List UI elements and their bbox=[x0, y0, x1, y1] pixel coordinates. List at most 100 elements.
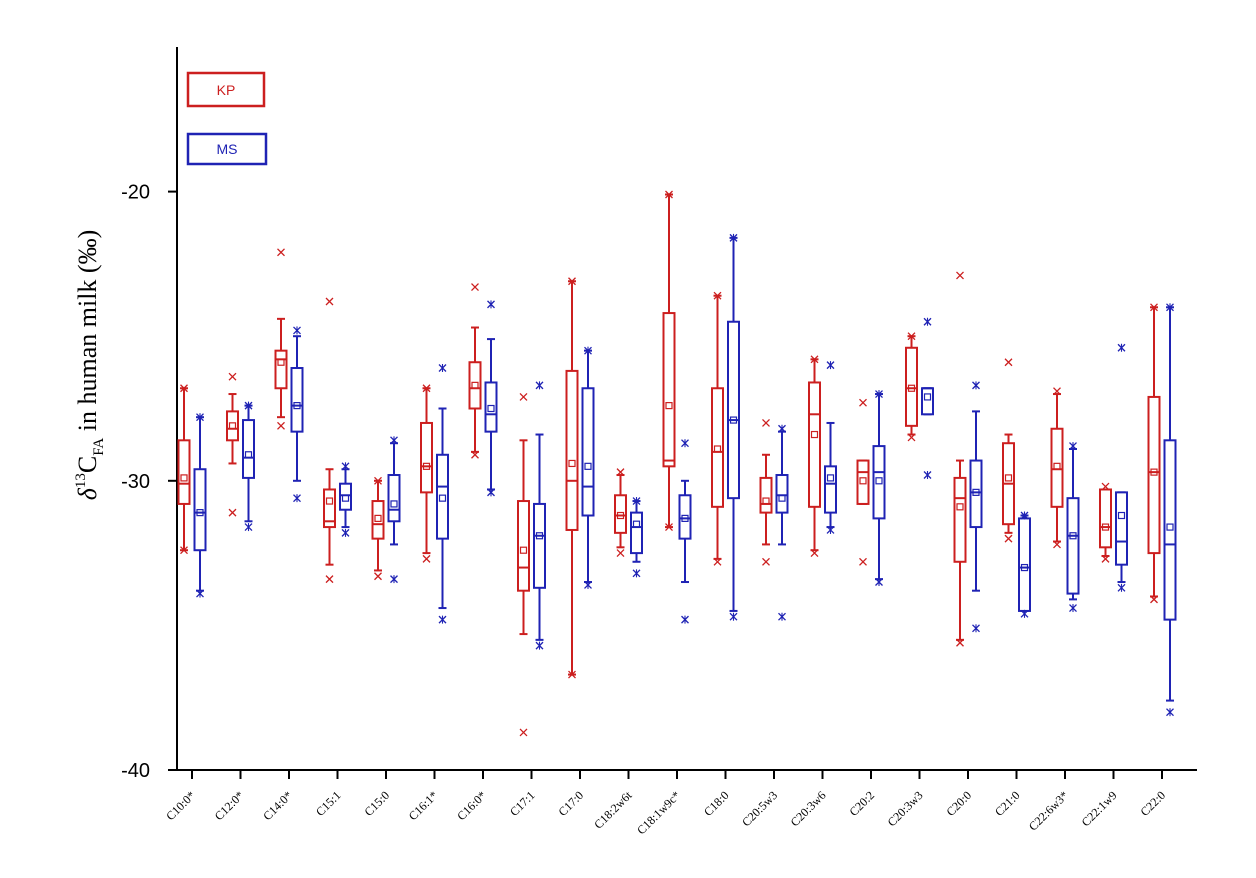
box-ms bbox=[727, 233, 740, 621]
x-tick-label: C18:2w6t bbox=[591, 788, 635, 832]
outlier-marker bbox=[713, 557, 722, 566]
y-tick-label: -40 bbox=[121, 760, 150, 782]
box-iqr bbox=[517, 500, 530, 592]
legend-entry-ms: MS bbox=[186, 132, 268, 166]
mean-marker bbox=[665, 402, 673, 410]
outlier-marker bbox=[616, 549, 625, 558]
box-kp bbox=[808, 355, 821, 558]
box-ms bbox=[1163, 303, 1177, 717]
box-ms bbox=[242, 401, 255, 532]
outlier-marker bbox=[422, 554, 431, 563]
box-iqr bbox=[581, 387, 595, 517]
mean-marker bbox=[616, 511, 625, 520]
box-iqr bbox=[727, 320, 740, 500]
box-kp bbox=[905, 332, 918, 442]
x-tick-label: C20:0 bbox=[943, 788, 974, 819]
legend-swatch-kp bbox=[186, 71, 266, 108]
box-iqr bbox=[242, 419, 255, 479]
box-iqr bbox=[969, 459, 983, 529]
box-kp bbox=[856, 398, 870, 566]
box-iqr bbox=[905, 346, 918, 427]
box-kp bbox=[517, 392, 530, 737]
box-kp bbox=[711, 291, 724, 566]
y-tick-label: -30 bbox=[121, 471, 150, 493]
box-kp bbox=[662, 190, 676, 532]
x-tick-label: C20:5w3 bbox=[739, 788, 780, 829]
mean-marker bbox=[632, 520, 641, 528]
mean-marker bbox=[713, 445, 722, 453]
mean-marker bbox=[826, 474, 835, 482]
outlier-marker bbox=[907, 332, 916, 341]
outlier-marker bbox=[1053, 387, 1061, 396]
mean-marker bbox=[1117, 511, 1126, 520]
mean-marker bbox=[535, 532, 544, 540]
outlier-marker bbox=[277, 421, 285, 430]
legend-label-ms: MS bbox=[217, 141, 238, 157]
outlier-marker bbox=[762, 557, 770, 566]
box-iqr bbox=[484, 381, 498, 433]
outlier-marker bbox=[325, 575, 334, 584]
box-iqr bbox=[1099, 488, 1112, 549]
mean-marker bbox=[810, 430, 819, 439]
outlier-marker bbox=[1150, 595, 1158, 604]
box-kp bbox=[274, 248, 288, 430]
x-tick-label: C22:1w9 bbox=[1079, 788, 1120, 829]
box-iqr bbox=[856, 459, 870, 505]
box-ms bbox=[775, 424, 789, 621]
outlier-marker bbox=[180, 384, 188, 393]
outlier-marker bbox=[1004, 534, 1013, 543]
mean-marker bbox=[374, 514, 382, 522]
outlier-marker bbox=[422, 384, 431, 393]
box-ms bbox=[484, 300, 498, 497]
outlier-marker bbox=[665, 190, 673, 199]
series-ms bbox=[193, 233, 1177, 717]
legend-swatch-ms bbox=[186, 132, 268, 166]
box-iqr bbox=[711, 387, 724, 508]
box-iqr bbox=[339, 482, 352, 511]
mean-marker bbox=[438, 494, 447, 502]
mean-marker bbox=[729, 416, 738, 424]
outlier-marker bbox=[1101, 554, 1110, 563]
x-tick-label: C10:0* bbox=[163, 788, 198, 823]
mean-marker bbox=[244, 451, 253, 459]
box-iqr bbox=[1115, 491, 1128, 566]
outlier-marker bbox=[1053, 540, 1061, 549]
outlier-marker bbox=[616, 468, 625, 477]
box-iqr bbox=[614, 494, 627, 534]
legend-label-kp: KP bbox=[217, 82, 236, 98]
box-kp bbox=[323, 297, 336, 584]
x-tick-label: C15:0 bbox=[361, 788, 392, 819]
mean-marker bbox=[341, 494, 350, 502]
outlier-marker bbox=[956, 271, 964, 280]
mean-marker bbox=[390, 500, 398, 508]
x-tick-label: C22:6w3* bbox=[1026, 788, 1071, 833]
mean-marker bbox=[681, 514, 689, 522]
plot-area: -20-30-40 C10:0* C12:0* C14:0* C15:1 C15:0 C1… bbox=[121, 47, 1197, 837]
x-tick-label: C20:3w3 bbox=[885, 788, 926, 829]
box-ms bbox=[339, 462, 352, 537]
outlier-marker bbox=[810, 355, 819, 364]
box-iqr bbox=[872, 445, 886, 520]
outlier-marker bbox=[810, 549, 819, 558]
mean-marker bbox=[859, 477, 867, 485]
mean-marker bbox=[1101, 523, 1110, 531]
box-kp bbox=[1147, 303, 1161, 604]
x-ticks: C10:0* C12:0* C14:0* C15:1 C15:0 C16:1* C16:0*… bbox=[163, 770, 1168, 837]
box-iqr bbox=[533, 502, 546, 589]
box-kp bbox=[953, 271, 967, 647]
mean-marker bbox=[325, 497, 334, 505]
box-ms bbox=[193, 413, 207, 598]
mean-marker bbox=[1053, 462, 1061, 470]
box-ms bbox=[921, 317, 934, 480]
mean-marker bbox=[519, 546, 528, 554]
outlier-marker bbox=[277, 248, 285, 257]
x-tick-label: C22:0 bbox=[1137, 788, 1168, 819]
box-ms bbox=[1115, 343, 1128, 592]
x-tick-label: C21:0 bbox=[992, 788, 1023, 819]
mean-marker bbox=[277, 358, 285, 366]
box-iqr bbox=[274, 349, 288, 390]
box-series bbox=[177, 190, 1177, 737]
box-iqr bbox=[420, 421, 433, 494]
mean-marker bbox=[471, 381, 479, 389]
